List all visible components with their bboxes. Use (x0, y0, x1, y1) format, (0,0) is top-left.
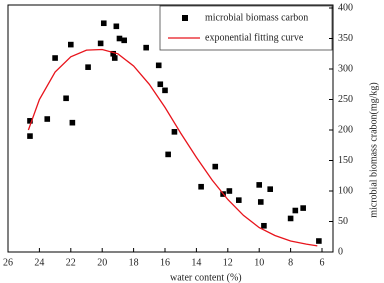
data-point (198, 183, 204, 190)
y-tick-label: 350 (338, 33, 353, 44)
data-point (212, 163, 219, 170)
data-point (68, 41, 74, 48)
y-tick-label: 400 (338, 2, 353, 13)
x-tick-label: 22 (66, 257, 76, 268)
data-point (100, 20, 107, 27)
x-tick-label: 20 (97, 257, 107, 268)
data-point (110, 50, 116, 57)
x-tick-label: 8 (288, 257, 293, 268)
legend-marker (182, 15, 188, 21)
x-tick-label: 24 (34, 257, 44, 268)
legend-label: microbial biomass carbon (205, 12, 308, 23)
data-point (171, 129, 178, 135)
data-point (44, 116, 51, 122)
data-point (85, 64, 91, 70)
y-tick-label: 50 (338, 216, 348, 227)
data-point (143, 44, 149, 51)
data-point (256, 182, 263, 188)
y-tick-label: 300 (338, 63, 353, 74)
data-point (113, 23, 120, 30)
data-point (267, 186, 273, 192)
data-point (157, 81, 164, 88)
data-point (97, 40, 104, 47)
legend-box (159, 5, 333, 51)
plot-frame (7, 4, 334, 253)
y-tick-label: 250 (338, 94, 353, 105)
x-tick-label: 18 (129, 257, 139, 268)
x-tick-label: 14 (191, 257, 201, 268)
y-tick-label: 100 (338, 185, 353, 196)
data-point (52, 55, 58, 61)
x-tick-label: 10 (254, 257, 264, 268)
data-point (63, 95, 69, 102)
x-axis-label: water content (%) (170, 272, 242, 283)
y-tick-label: 0 (338, 246, 343, 257)
y-tick-label: 150 (338, 155, 353, 166)
data-point (116, 35, 123, 42)
data-point (287, 215, 294, 222)
data-point (235, 197, 242, 203)
data-point (165, 151, 171, 158)
data-point (121, 37, 127, 44)
legend-label: exponential fitting curve (205, 32, 304, 43)
fit-curve (27, 48, 318, 247)
data-point (292, 207, 299, 214)
y-axis-label: microbial biomass crabon(mg/kg) (368, 82, 379, 218)
data-point (162, 87, 168, 94)
x-tick-label: 26 (3, 257, 13, 268)
data-point (261, 222, 267, 229)
x-tick-label: 6 (320, 257, 325, 268)
data-point (27, 118, 33, 124)
data-point (226, 188, 233, 194)
data-point (155, 62, 162, 69)
x-tick-label: 16 (160, 257, 170, 268)
x-tick-label: 12 (223, 257, 233, 268)
data-point (300, 205, 306, 211)
data-point (111, 55, 118, 61)
data-point (316, 238, 322, 244)
data-point (69, 119, 76, 126)
data-point (27, 133, 33, 139)
y-tick-label: 200 (338, 124, 353, 135)
data-point (257, 199, 264, 205)
